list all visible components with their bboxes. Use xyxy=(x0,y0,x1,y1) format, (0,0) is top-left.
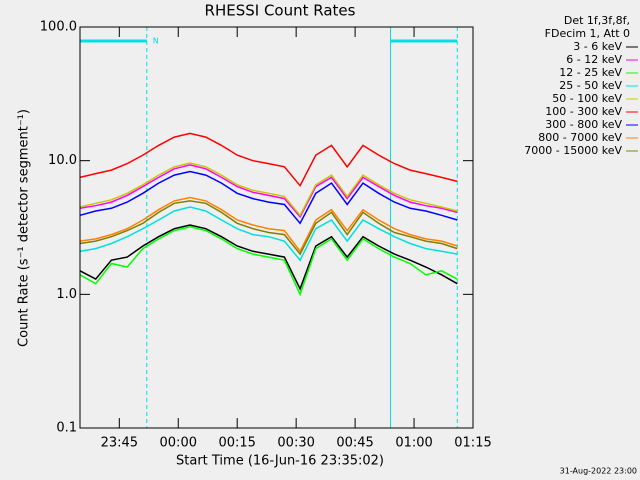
x-axis-label: Start Time (16-Jun-16 23:35:02) xyxy=(176,454,384,469)
series-line xyxy=(79,226,458,297)
y-tick-label: 10.0 xyxy=(48,153,77,168)
y-tick-label: 0.1 xyxy=(56,421,77,436)
chart-title: RHESSI Count Rates xyxy=(205,2,356,20)
y-tick-label: 1.0 xyxy=(56,287,77,302)
y-tick-label: 100.0 xyxy=(40,20,77,35)
timestamp: 31-Aug-2022 23:00 xyxy=(560,467,637,476)
legend-label: 100 - 300 keV xyxy=(545,105,622,118)
x-tick-label: 00:45 xyxy=(336,436,373,451)
legend-label: 7000 - 15000 keV xyxy=(524,144,622,157)
x-tick-label: 00:00 xyxy=(160,436,197,451)
legend-label: 6 - 12 keV xyxy=(566,53,622,66)
legend-label: 50 - 100 keV xyxy=(552,92,622,105)
x-tick-label: 00:30 xyxy=(277,436,314,451)
series-line xyxy=(79,170,458,225)
plot-frame xyxy=(79,26,474,429)
series-line xyxy=(79,162,458,217)
legend-label: 3 - 6 keV xyxy=(573,40,622,53)
legend-label: 25 - 50 keV xyxy=(559,79,622,92)
legend-label: 800 - 7000 keV xyxy=(538,131,622,144)
legend-label: 300 - 800 keV xyxy=(545,118,622,131)
series-line xyxy=(79,206,458,262)
series-line xyxy=(79,224,458,291)
x-tick-label: 01:00 xyxy=(395,436,432,451)
legend-label: 12 - 25 keV xyxy=(559,66,622,79)
series-line xyxy=(79,132,458,188)
series-line xyxy=(79,200,458,256)
y-axis-label: Count Rate (s⁻¹ detector segment⁻¹) xyxy=(17,109,32,347)
legend-header: Det 1f,3f,8f, xyxy=(564,14,630,27)
x-tick-label: 00:15 xyxy=(218,436,255,451)
night-label: N xyxy=(153,37,159,46)
series-line xyxy=(79,196,458,253)
x-tick-label: 23:45 xyxy=(101,436,138,451)
series-line xyxy=(79,164,458,219)
legend-header: FDecim 1, Att 0 xyxy=(545,27,630,40)
x-tick-label: 01:15 xyxy=(454,436,491,451)
